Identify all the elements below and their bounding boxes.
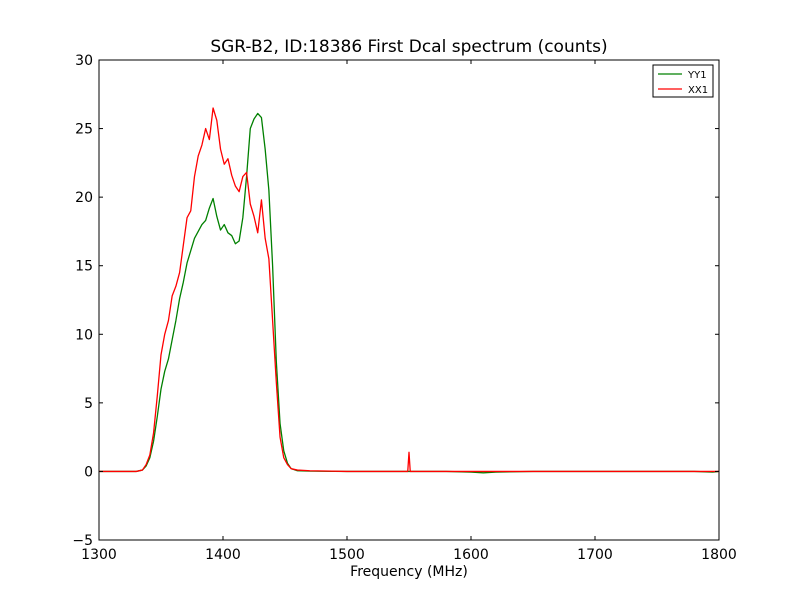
- series-line-yy1: [99, 112, 719, 474]
- series-line-xx1: [99, 107, 719, 473]
- legend-label-xx1: XX1: [688, 85, 708, 96]
- legend-box: [652, 64, 714, 98]
- y-tick-label: 20: [75, 190, 93, 206]
- y-tick-label: 30: [75, 53, 93, 69]
- x-tick-label: 1500: [329, 547, 365, 563]
- x-tick-label: 1400: [205, 547, 241, 563]
- y-tick-label: 25: [75, 122, 93, 138]
- y-tick-label: 0: [84, 464, 93, 480]
- x-tick-label: 1700: [577, 547, 613, 563]
- y-tick-label: 15: [75, 259, 93, 275]
- x-tick-label: 1800: [701, 547, 737, 563]
- chart-title: SGR-B2, ID:18386 First Dcal spectrum (co…: [210, 37, 607, 57]
- legend: YY1 XX1: [652, 64, 714, 98]
- tick-labels-group: 1300 1400 1500 1600 1700 1800 −5 0 5 10 15 20 25 30: [72, 53, 736, 563]
- plot-frame: [98, 59, 720, 541]
- x-tick-label: 1300: [81, 547, 117, 563]
- legend-label-yy1: YY1: [687, 70, 707, 81]
- y-tick-label: −5: [72, 533, 93, 549]
- series-group: [99, 107, 719, 474]
- ticks-group: [98, 59, 720, 541]
- y-tick-label: 10: [75, 327, 93, 343]
- x-axis-label: Frequency (MHz): [350, 564, 468, 580]
- y-tick-label: 5: [84, 396, 93, 412]
- x-tick-label: 1600: [453, 547, 489, 563]
